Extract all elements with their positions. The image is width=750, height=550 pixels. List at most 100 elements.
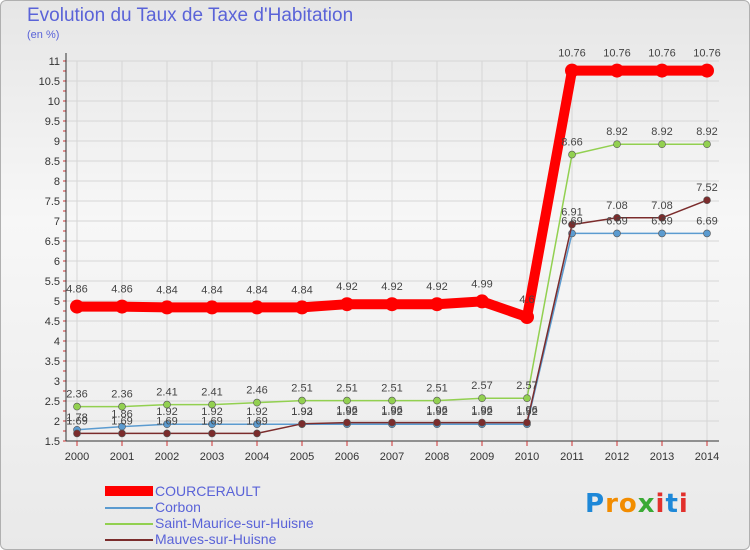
- data-label: 10.76: [603, 48, 631, 60]
- data-point: [568, 150, 576, 159]
- data-point: [115, 299, 129, 314]
- data-point: [613, 229, 621, 238]
- y-tick-label: 2: [54, 416, 60, 428]
- series-group: [70, 63, 714, 438]
- chart-title: Evolution du Taux de Taxe d'Habitation: [27, 5, 354, 26]
- x-tick-label: 2009: [470, 451, 494, 463]
- data-point: [433, 418, 441, 427]
- data-label: 1.96: [426, 405, 447, 417]
- data-point: [658, 214, 666, 222]
- data-point: [253, 429, 261, 438]
- data-point: [475, 294, 489, 309]
- data-point: [118, 402, 126, 411]
- data-point: [250, 300, 264, 315]
- data-label: 1.69: [66, 415, 87, 427]
- data-label: 8.92: [606, 126, 627, 138]
- y-tick-label: 4.5: [45, 316, 60, 328]
- data-label: 4.6: [519, 294, 534, 306]
- logo-letter: r: [605, 489, 619, 519]
- data-label: 4.86: [66, 284, 87, 296]
- data-label: 1.69: [201, 415, 222, 427]
- logo-letter: i: [655, 489, 666, 519]
- data-label: 1.92: [291, 406, 312, 418]
- data-label: 6.69: [696, 215, 717, 227]
- y-tick-label: 2.5: [45, 396, 60, 408]
- x-tick-label: 2001: [110, 451, 134, 463]
- data-point: [433, 396, 441, 405]
- y-tick-label: 3.5: [45, 356, 60, 368]
- data-point: [253, 420, 261, 429]
- legend-label: COURCERAULT: [155, 483, 261, 499]
- data-label: 1.92: [201, 406, 222, 418]
- data-point: [430, 297, 444, 312]
- data-label: 4.84: [246, 284, 267, 296]
- axes: 1.5 2 2.5 3 3.5 4 4.5 5 5.5 6 6.5 7 7.5 8 8.5 9 9.5 10 10.…: [39, 53, 719, 463]
- data-label: 10.76: [693, 48, 721, 60]
- data-point: [298, 419, 306, 428]
- data-point: [163, 420, 171, 429]
- data-label: 10.76: [558, 48, 586, 60]
- data-point: [343, 418, 351, 427]
- y-tick-label: 4: [54, 336, 60, 348]
- data-point: [523, 418, 531, 427]
- data-label: 1.93: [291, 406, 312, 418]
- data-point: [205, 300, 219, 315]
- data-point: [520, 310, 534, 324]
- y-tick-label: 8: [54, 176, 60, 188]
- data-point: [388, 418, 396, 427]
- data-point: [163, 429, 171, 438]
- data-label: 1.96: [381, 405, 402, 417]
- data-label: 1.86: [111, 409, 132, 421]
- data-label: 1.92: [471, 406, 492, 418]
- y-tick-label: 8.5: [45, 156, 60, 168]
- data-label: 1.96: [516, 405, 537, 417]
- y-tick-label: 3: [54, 376, 60, 388]
- data-point: [208, 429, 216, 438]
- data-label: 2.57: [471, 380, 492, 392]
- data-label: 2.36: [111, 389, 132, 401]
- y-tick-label: 11: [49, 56, 60, 68]
- data-label: 4.92: [381, 281, 402, 293]
- x-tick-label: 2007: [380, 451, 404, 463]
- data-label: 2.46: [246, 385, 267, 397]
- x-tick-label: 2004: [245, 451, 269, 463]
- y-tick-label: 5: [54, 296, 60, 308]
- data-label: 2.51: [426, 383, 447, 395]
- chart-subtitle: (en %): [27, 29, 60, 41]
- data-label: 2.57: [516, 380, 537, 392]
- data-point: [703, 140, 711, 148]
- data-label: 1.69: [246, 415, 267, 427]
- data-label: 2.41: [156, 387, 177, 399]
- data-point: [343, 396, 351, 405]
- data-point: [613, 214, 621, 222]
- x-tick-label: 2011: [560, 451, 584, 463]
- data-label: 2.51: [336, 383, 357, 395]
- legend-swatch: [105, 523, 153, 525]
- data-point: [523, 394, 531, 403]
- data-label: 7.52: [696, 182, 717, 194]
- data-point: [73, 429, 81, 438]
- data-label: 4.92: [426, 281, 447, 293]
- data-point: [70, 299, 84, 314]
- y-tick-label: 9.5: [45, 116, 60, 128]
- data-point: [208, 400, 216, 409]
- y-tick-label: 6: [54, 256, 60, 268]
- logo-letter: P: [585, 489, 606, 519]
- data-labels: 4.86 4.86 4.84 4.84 4.84 4.84 4.92 4.92 4.92 4.99…: [66, 48, 720, 428]
- x-tick-label: 2013: [650, 451, 674, 463]
- data-label: 2.36: [66, 389, 87, 401]
- data-label: 8.66: [561, 137, 582, 149]
- proxiti-logo: Proxiti: [585, 489, 689, 519]
- logo-letter: t: [665, 489, 679, 519]
- y-tick-label: 10.5: [39, 76, 60, 88]
- data-label: 10.76: [648, 48, 676, 60]
- x-tick-label: 2008: [425, 451, 449, 463]
- data-label: 4.99: [471, 278, 492, 290]
- data-point: [295, 300, 309, 315]
- data-label: 4.84: [156, 284, 177, 296]
- data-label: 4.86: [111, 284, 132, 296]
- data-label: 6.69: [606, 215, 627, 227]
- data-label: 1.92: [246, 406, 267, 418]
